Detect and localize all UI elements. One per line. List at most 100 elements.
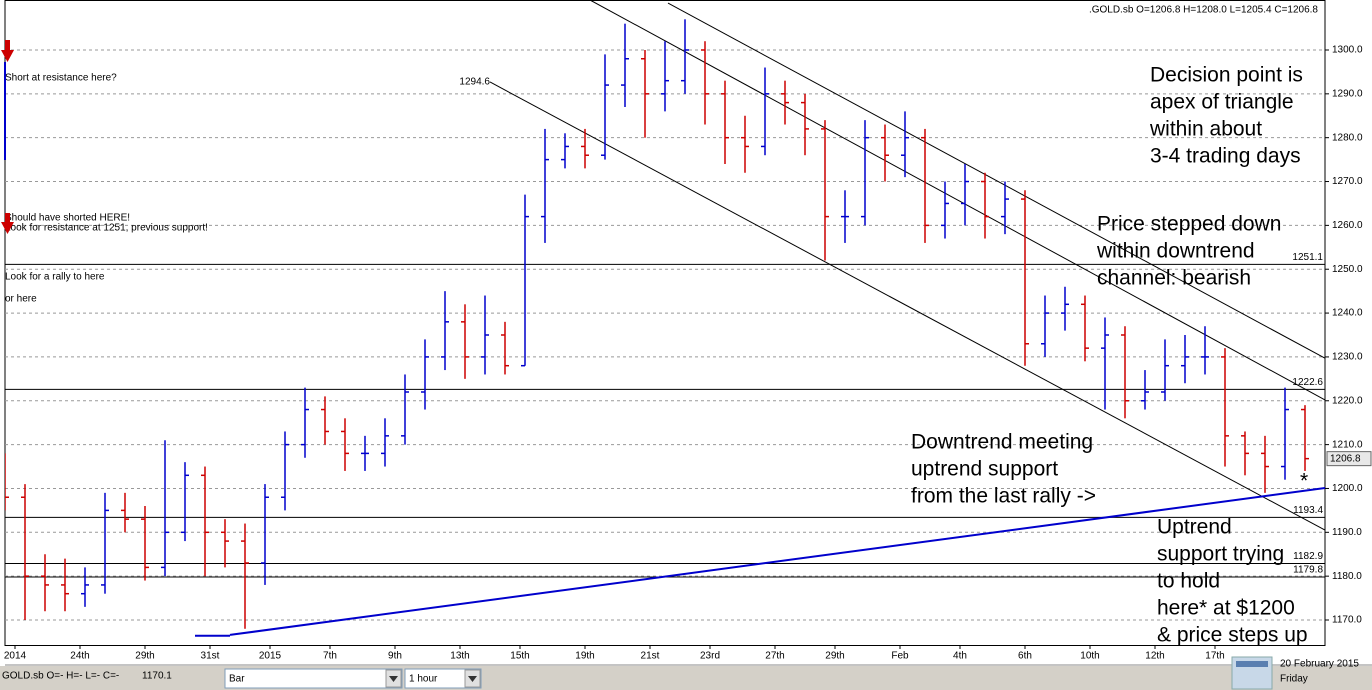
ohlc-bar [961,163,969,226]
chart-title: .GOLD.sb O=1206.8 H=1208.0 L=1205.4 C=12… [1089,5,1318,16]
marker [1,213,14,234]
note: Should have shorted HERE! [5,213,130,224]
x-tick-label: 23rd [700,651,720,662]
y-tick-label: 1210.0 [1332,439,1363,450]
ohlc-bar [1301,405,1309,471]
x-tick-label: Feb [891,651,909,662]
y-tick-label: 1180.0 [1332,571,1362,582]
x-tick-label: 19th [575,651,594,662]
ohlc-bar [221,519,229,568]
plot-frame [4,0,1326,646]
annotation: 3-4 trading days [1150,145,1301,168]
ohlc-bar [401,374,409,445]
dropdown-arrow [468,676,477,682]
ohlc-bar [41,554,49,612]
status-symbol: GOLD.sb O=- H=- L=- C=- [2,671,119,682]
x-tick-label: 2015 [259,651,282,662]
annotation: from the last rally -> [911,485,1096,508]
status-day: Friday [1280,674,1308,685]
last-price-box [1326,451,1372,467]
ohlc-bar [181,462,189,542]
x-tick-label: 31st [201,651,220,662]
y-tick-label: 1200.0 [1332,483,1363,494]
ohlc-bar [941,181,949,239]
annotation: * [1300,470,1308,493]
x-tick-label: 12th [1145,651,1164,662]
ohlc-bar [1121,326,1129,419]
ohlc-bar [981,172,989,239]
y-tick-label: 1290.0 [1332,88,1363,99]
y-tick-label: 1250.0 [1332,264,1363,275]
ohlc-bar [641,49,649,138]
ohlc-bar [881,124,889,182]
x-tick-label: 17th [1205,651,1224,662]
ohlc-bar [321,396,329,445]
level-label: 1222.6 [1292,377,1323,388]
interval-select[interactable] [404,668,482,689]
ohlc-bar [1181,334,1189,384]
y-tick-label: 1300.0 [1332,45,1363,56]
chart-type-select[interactable] [224,668,403,689]
x-tick-label: 7th [323,651,337,662]
ohlc-bar [101,492,109,594]
ohlc-bar [21,484,29,621]
level-label: 1251.1 [1292,252,1323,263]
ohlc-bar [61,558,69,612]
ohlc-bar [761,67,769,156]
y-tick-label: 1170.0 [1332,615,1362,626]
ohlc-bar [1081,295,1089,362]
status-bar [0,666,1372,690]
ohlc-bar [1101,317,1109,410]
annotation: Price stepped down [1097,213,1281,236]
ohlc-bar [861,120,869,226]
x-tick-label: 27th [765,651,784,662]
ohlc-bar [781,80,789,125]
x-tick-label: 15th [510,651,529,662]
ohlc-bar [341,418,349,471]
ohlc-bar [501,321,509,375]
ohlc-bar [201,466,209,577]
annotation: within downtrend [1096,240,1255,263]
x-tick-label: 24th [70,651,89,662]
ohlc-bar [461,304,469,379]
ohlc-bar [901,111,909,178]
trendline [229,487,1325,636]
y-tick-label: 1190.0 [1332,527,1362,538]
ohlc-bar [1261,435,1269,493]
x-tick-label: 4th [953,651,967,662]
ohlc-bar [621,23,629,107]
interval-value: 1 hour [409,674,438,685]
status-price: 1170.1 [142,671,172,682]
y-tick-label: 1220.0 [1332,395,1363,406]
ohlc-bar [681,19,689,94]
y-tick-label: 1240.0 [1332,308,1363,319]
chart-type-value: Bar [229,674,245,685]
annotation: to hold [1157,570,1220,593]
ohlc-bar [661,41,669,112]
dropdown-arrow [389,676,398,682]
ohlc-bar [481,295,489,375]
calendar-icon-top [1236,661,1268,667]
level-label: 1193.4 [1293,505,1323,516]
ohlc-bar [1281,387,1289,480]
annotation: here* at $1200 [1157,597,1295,620]
x-tick-label: 21st [641,651,660,662]
x-tick-label: 29th [135,651,154,662]
ohlc-bar [721,80,729,164]
plot-area [5,0,1325,637]
status-date: 20 February 2015 [1280,659,1359,670]
ohlc-bar [141,506,149,581]
annotation: apex of triangle [1150,91,1294,114]
ohlc-bar [1221,348,1229,467]
ohlc-bar [741,115,749,173]
last-price-label: 1206.8 [1330,453,1361,464]
ohlc-bar [1161,339,1169,401]
annotation: Decision point is [1150,64,1303,87]
ohlc-bar [261,484,269,585]
ohlc-bar [441,291,449,371]
ohlc-bar [1041,295,1049,357]
note: Short at resistance here? [5,73,117,84]
ohlc-bar [801,93,809,156]
ohlc-bar [541,128,549,243]
